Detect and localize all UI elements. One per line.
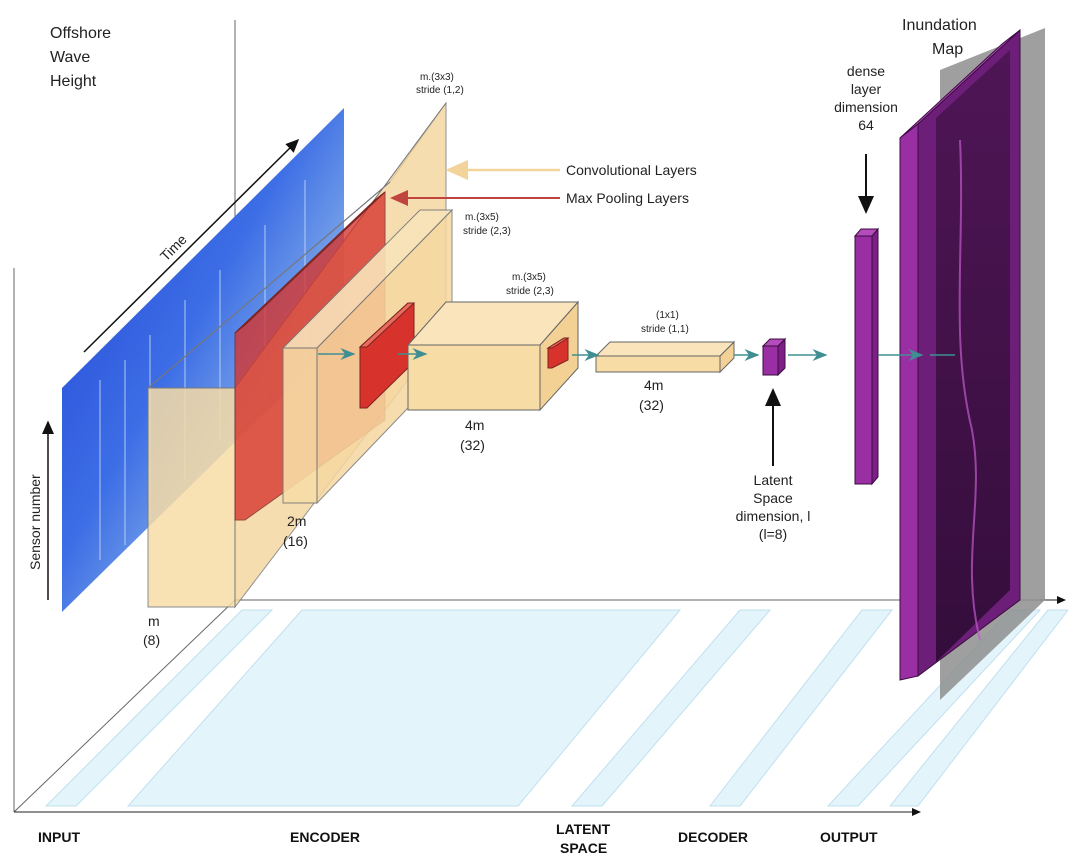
dense-label-1: dense [847,63,885,79]
dense-label-2: layer [851,81,882,97]
floor-panel-latent [570,609,772,807]
input-title-line-1: Offshore [50,25,111,42]
kernel-2-stride: stride (2,3) [463,226,511,237]
output-title-line-2: Map [932,41,963,58]
dim-3-label: 4m [465,417,484,433]
dense-layer [853,227,880,486]
kernel-1-stride: stride (1,2) [416,85,464,96]
floor-panels [44,609,1068,807]
conv-layer-3 [406,300,580,412]
dim-1-value: (8) [143,632,160,648]
output-title-line-1: Inundation [902,17,977,34]
conv-layer-4 [594,340,736,374]
sensor-axis-label: Sensor number [27,474,43,570]
kernel-1-size: m.(3x3) [420,72,454,83]
dim-2-label: 2m [287,513,306,529]
time-axis-label: Time [157,231,190,264]
section-decoder: DECODER [678,829,748,845]
legend-pool-label: Max Pooling Layers [566,190,689,206]
dense-label-3: dimension [834,99,898,115]
section-latent-2: SPACE [560,840,607,856]
flow-arrows [318,348,955,361]
floor-panel-input [44,609,274,807]
latent-space-block [761,337,787,377]
section-input: INPUT [38,829,80,845]
dim-1-label: m [148,613,160,629]
latent-label-1: Latent [754,472,793,488]
kernel-4-size: (1x1) [656,310,679,321]
latent-label-2: Space [753,490,793,506]
kernel-2-size: m.(3x5) [465,212,499,223]
kernel-3-size: m.(3x5) [512,272,546,283]
dense-label-4: 64 [858,117,874,133]
dim-4-value: (32) [639,397,664,413]
dim-3-value: (32) [460,437,485,453]
legend-conv-label: Convolutional Layers [566,162,697,178]
input-title-line-3: Height [50,73,97,90]
input-title-line-2: Wave [50,49,90,66]
section-encoder: ENCODER [290,829,360,845]
floor-panel-decoder [708,609,894,807]
pool-layer-3 [546,337,570,369]
floor-panel-encoder [126,609,682,807]
latent-label-3: dimension, l [736,508,811,524]
section-latent-1: LATENT [556,821,611,837]
time-arrow-icon [83,138,300,353]
output-map-stack [899,28,1045,700]
kernel-4-stride: stride (1,1) [641,324,689,335]
latent-label-4: (l=8) [759,526,787,542]
dim-4-label: 4m [644,377,663,393]
kernel-3-stride: stride (2,3) [506,286,554,297]
section-output: OUTPUT [820,829,878,845]
floor-panel-output-b [888,609,1068,807]
dim-2-value: (16) [283,533,308,549]
